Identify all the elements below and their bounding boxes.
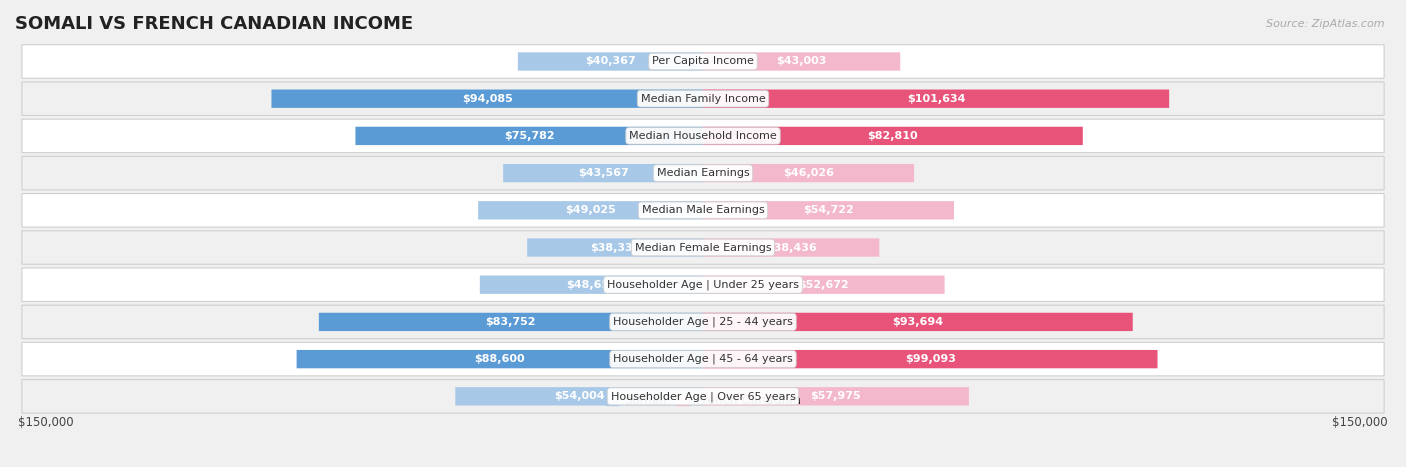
Text: $43,003: $43,003 (776, 57, 827, 66)
Text: $99,093: $99,093 (905, 354, 956, 364)
FancyBboxPatch shape (22, 156, 1384, 190)
Text: Median Female Earnings: Median Female Earnings (634, 242, 772, 253)
FancyBboxPatch shape (22, 82, 1384, 115)
FancyBboxPatch shape (703, 238, 879, 257)
FancyBboxPatch shape (703, 313, 1133, 331)
FancyBboxPatch shape (22, 342, 1384, 376)
Text: Median Family Income: Median Family Income (641, 94, 765, 104)
FancyBboxPatch shape (356, 127, 703, 145)
FancyBboxPatch shape (703, 52, 900, 71)
FancyBboxPatch shape (478, 201, 703, 219)
FancyBboxPatch shape (22, 380, 1384, 413)
FancyBboxPatch shape (22, 119, 1384, 153)
Text: $46,026: $46,026 (783, 168, 834, 178)
FancyBboxPatch shape (527, 238, 703, 257)
Text: $82,810: $82,810 (868, 131, 918, 141)
FancyBboxPatch shape (517, 52, 703, 71)
Text: $54,004: $54,004 (554, 391, 605, 401)
Text: $49,025: $49,025 (565, 205, 616, 215)
Text: Median Earnings: Median Earnings (657, 168, 749, 178)
Text: $38,436: $38,436 (766, 242, 817, 253)
FancyBboxPatch shape (22, 305, 1384, 339)
FancyBboxPatch shape (22, 193, 1384, 227)
Text: Householder Age | Over 65 years: Householder Age | Over 65 years (610, 391, 796, 402)
Text: Householder Age | Under 25 years: Householder Age | Under 25 years (607, 279, 799, 290)
Text: Householder Age | 45 - 64 years: Householder Age | 45 - 64 years (613, 354, 793, 364)
Text: Source: ZipAtlas.com: Source: ZipAtlas.com (1267, 19, 1385, 28)
Text: $101,634: $101,634 (907, 94, 966, 104)
FancyBboxPatch shape (22, 231, 1384, 264)
FancyBboxPatch shape (703, 127, 1083, 145)
Text: $83,752: $83,752 (485, 317, 536, 327)
Text: $38,333: $38,333 (591, 242, 640, 253)
Text: $54,722: $54,722 (803, 205, 853, 215)
FancyBboxPatch shape (456, 387, 703, 405)
FancyBboxPatch shape (22, 268, 1384, 302)
FancyBboxPatch shape (503, 164, 703, 182)
Text: $88,600: $88,600 (474, 354, 524, 364)
FancyBboxPatch shape (703, 164, 914, 182)
FancyBboxPatch shape (22, 45, 1384, 78)
Text: $48,657: $48,657 (567, 280, 617, 290)
Text: $94,085: $94,085 (461, 94, 513, 104)
Text: $93,694: $93,694 (893, 317, 943, 327)
Text: $43,567: $43,567 (578, 168, 628, 178)
Legend: Somali, French Canadian: Somali, French Canadian (600, 389, 806, 412)
FancyBboxPatch shape (271, 90, 703, 108)
Text: Median Male Earnings: Median Male Earnings (641, 205, 765, 215)
Text: $52,672: $52,672 (799, 280, 849, 290)
FancyBboxPatch shape (703, 90, 1170, 108)
Text: Per Capita Income: Per Capita Income (652, 57, 754, 66)
Text: SOMALI VS FRENCH CANADIAN INCOME: SOMALI VS FRENCH CANADIAN INCOME (15, 15, 413, 33)
FancyBboxPatch shape (703, 350, 1157, 368)
Text: Median Household Income: Median Household Income (628, 131, 778, 141)
FancyBboxPatch shape (703, 201, 955, 219)
FancyBboxPatch shape (479, 276, 703, 294)
Text: $150,000: $150,000 (18, 416, 75, 429)
FancyBboxPatch shape (297, 350, 703, 368)
Text: $40,367: $40,367 (585, 57, 636, 66)
FancyBboxPatch shape (703, 276, 945, 294)
Text: $150,000: $150,000 (1331, 416, 1388, 429)
Text: Householder Age | 25 - 44 years: Householder Age | 25 - 44 years (613, 317, 793, 327)
FancyBboxPatch shape (703, 387, 969, 405)
Text: $57,975: $57,975 (811, 391, 862, 401)
Text: $75,782: $75,782 (503, 131, 554, 141)
FancyBboxPatch shape (319, 313, 703, 331)
